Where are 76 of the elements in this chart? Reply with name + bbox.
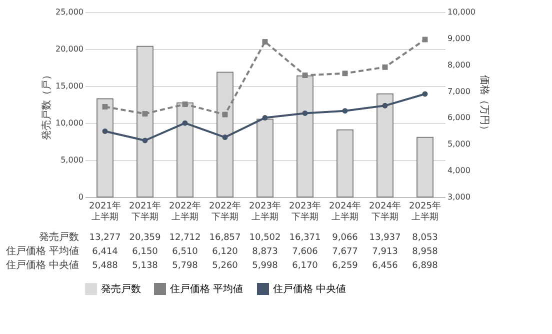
data-label: 5,488: [92, 261, 118, 271]
y-tick-label: 10,000: [56, 118, 84, 128]
data-label: 7,913: [372, 247, 398, 257]
data-label: 13,937: [369, 233, 401, 243]
legend-label: 発売戸数: [101, 283, 141, 295]
x-tick-label: 2022年上半期: [169, 200, 201, 222]
x-tick-label: 2025年上半期: [409, 200, 441, 222]
data-label: 16,857: [209, 233, 241, 243]
data-label: 6,414: [92, 247, 118, 257]
y2-tick-label: 5,000: [448, 140, 470, 149]
x-tick-label: 2023年上半期: [249, 200, 281, 222]
point: [422, 91, 428, 97]
data-label: 12,712: [169, 233, 201, 243]
data-label: 10,502: [249, 233, 281, 243]
point: [102, 128, 108, 134]
y-tick-label: 20,000: [56, 44, 84, 54]
data-label: 6,259: [332, 261, 358, 271]
data-label: 7,677: [332, 247, 358, 257]
point: [342, 108, 348, 114]
y-tick-label: 25,000: [56, 8, 84, 16]
data-label: 5,138: [132, 261, 158, 271]
x-tick-label: 2021年上半期: [89, 200, 121, 222]
y2-tick-label: 3,000: [448, 192, 470, 202]
data-label: 8,958: [412, 247, 438, 257]
data-label: 8,873: [252, 247, 278, 257]
point: [222, 134, 228, 140]
y-tick-label: 0: [78, 192, 84, 202]
data-label: 5,998: [252, 261, 278, 271]
y2-tick-label: 6,000: [448, 113, 470, 122]
data-label: 5,798: [172, 261, 198, 271]
y2-tick-label: 7,000: [448, 86, 470, 96]
point: [182, 101, 188, 107]
point: [302, 72, 308, 78]
x-tick-label: 2022年下半期: [209, 200, 241, 222]
y2-tick-label: 9,000: [448, 34, 470, 43]
y-tick-label: 5,000: [60, 156, 84, 164]
data-label: 6,150: [132, 247, 158, 257]
legend-label: 住戸価格 平均値: [170, 283, 244, 295]
point: [382, 102, 388, 108]
y2-tick-label: 8,000: [448, 60, 470, 70]
point: [142, 138, 148, 144]
data-label: 7,606: [292, 247, 318, 257]
y2-tick-label: 4,000: [448, 166, 470, 176]
data-label: 5,260: [212, 261, 238, 271]
data-label: 6,170: [292, 261, 318, 271]
x-tick-label: 2021年下半期: [129, 200, 161, 222]
text: 住戸価格 平均値: [6, 246, 79, 257]
x-tick-label: 2023年下半期: [289, 200, 321, 222]
point: [222, 112, 228, 118]
legend-label: 住戸価格 中央値: [273, 283, 346, 295]
data-label: 6,510: [172, 247, 198, 257]
y2-tick-label: 10,000: [448, 8, 476, 16]
data-label: 20,359: [129, 233, 162, 243]
data-label: 9,066: [332, 233, 358, 243]
data-label: 13,277: [89, 233, 121, 243]
y-tick-label: 15,000: [56, 82, 84, 90]
data-label: 8,053: [412, 233, 438, 243]
data-label: 6,898: [412, 261, 438, 271]
point: [302, 110, 308, 116]
point: [102, 104, 108, 110]
data-label: 6,456: [372, 261, 398, 271]
point: [382, 64, 388, 70]
point: [182, 120, 188, 126]
y-axis-title: 発売戸数（戸）: [40, 70, 53, 140]
point: [342, 70, 348, 76]
point: [422, 36, 428, 42]
text: 住戸価格 中央値: [6, 260, 79, 271]
point: [262, 115, 268, 120]
text: 発売戸数: [39, 232, 79, 243]
data-label: 16,371: [289, 233, 321, 243]
point: [262, 39, 268, 45]
data-label: 6,120: [212, 247, 238, 257]
y2-axis-title: 価格（万円）: [478, 75, 490, 135]
point: [142, 111, 148, 116]
x-tick-label: 2024年上半期: [329, 200, 361, 222]
x-tick-label: 2024年下半期: [369, 200, 401, 222]
